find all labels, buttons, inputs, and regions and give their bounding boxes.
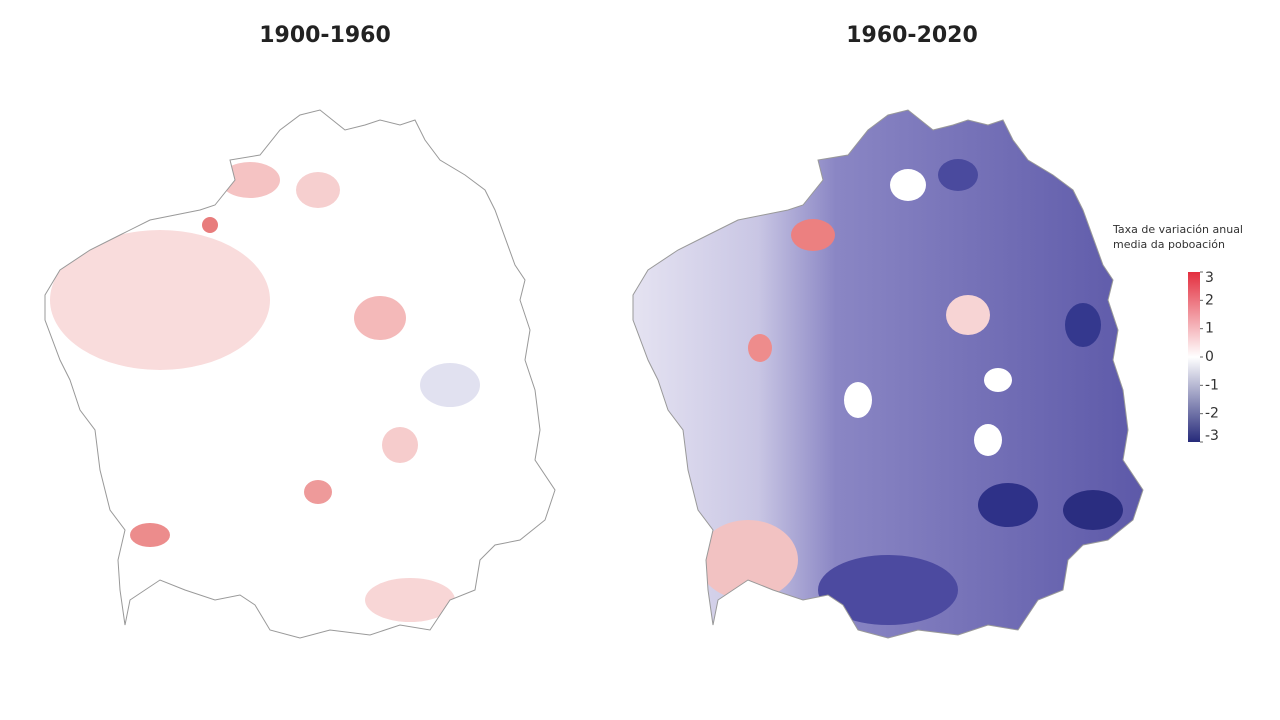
tick-label: 2 [1205, 292, 1214, 308]
tick-label: -2 [1205, 406, 1219, 422]
tick-label: 3 [1205, 270, 1214, 286]
legend-ticks: 3 2 1 0 -1 -2 -3 [1200, 270, 1219, 444]
map-title: 1960-2020 [846, 23, 978, 48]
legend-title: Taxa de variación anual media da poboaci… [1113, 223, 1243, 251]
tick-label: 1 [1205, 321, 1214, 337]
tick-label: 0 [1205, 349, 1214, 365]
tick-label: -3 [1205, 428, 1219, 444]
map-title: 1900-1960 [259, 23, 391, 48]
tick-label: -1 [1205, 377, 1219, 393]
colorbar [1188, 272, 1200, 442]
map-1900-1960 [44, 109, 556, 639]
map-1960-2020 [632, 109, 1144, 639]
